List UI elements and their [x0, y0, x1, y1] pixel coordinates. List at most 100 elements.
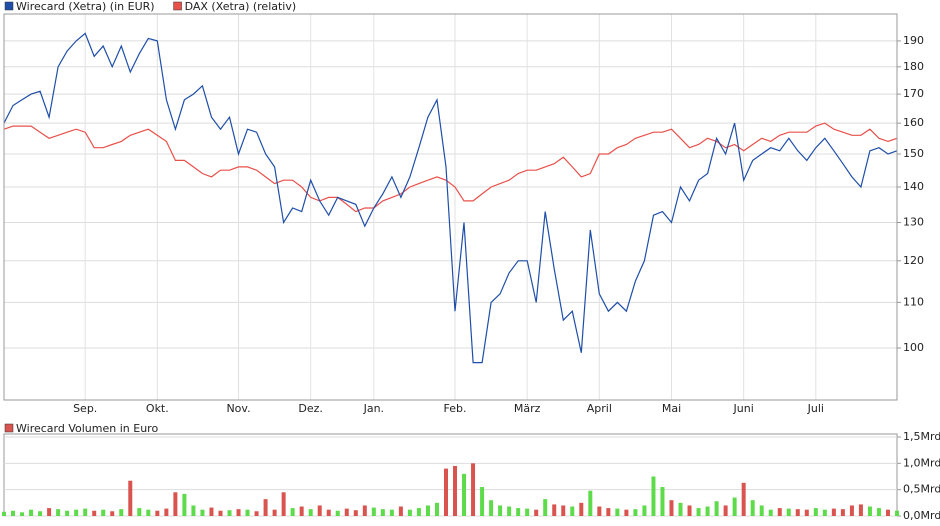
x-tick-label: Jan.: [363, 402, 384, 415]
volume-bar: [254, 511, 259, 516]
volume-bar: [200, 509, 205, 516]
volume-bar: [389, 509, 394, 516]
volume-bar: [272, 509, 277, 516]
volume-bar: [47, 508, 52, 516]
volume-bar: [534, 509, 539, 516]
volume-bar: [245, 509, 250, 516]
x-tick-label: Juni: [733, 402, 754, 415]
volume-bar: [660, 487, 665, 516]
volume-bar: [155, 510, 160, 516]
volume-bar: [552, 504, 557, 516]
y-tick-label: 120: [903, 254, 924, 267]
volume-bar: [750, 500, 755, 516]
volume-bar: [895, 510, 899, 516]
volume-bar: [687, 505, 692, 516]
x-tick-label: März: [514, 402, 541, 415]
volume-bar: [453, 465, 458, 516]
volume-bar: [74, 509, 79, 516]
y-tick-label: 170: [903, 87, 924, 100]
volume-bar: [56, 509, 61, 516]
volume-bar: [299, 506, 304, 516]
legend-label: Wirecard (Xetra) (in EUR): [16, 0, 155, 13]
y-tick-label: 110: [903, 295, 924, 308]
volume-bar: [507, 506, 512, 516]
volume-bar: [804, 509, 809, 516]
y-tick-label: 1,0Mrd: [903, 456, 940, 469]
legend-swatch: [4, 1, 14, 11]
y-tick-label: 150: [903, 147, 924, 160]
volume-bar: [723, 505, 728, 516]
volume-bar: [705, 506, 710, 516]
volume-bar: [11, 510, 16, 516]
x-tick-label: Feb.: [444, 402, 467, 415]
volume-bar: [516, 508, 521, 516]
y-tick-label: 180: [903, 60, 924, 73]
volume-bar: [416, 508, 421, 516]
volume-bar: [263, 499, 268, 516]
x-tick-label: Sep.: [73, 402, 97, 415]
y-tick-label: 100: [903, 341, 924, 354]
volume-bar: [759, 505, 764, 516]
volume-bar: [777, 508, 782, 516]
volume-bar: [480, 487, 485, 516]
volume-bar: [615, 508, 620, 516]
volume-bar: [462, 473, 467, 516]
volume-bar: [858, 504, 863, 516]
volume-bar: [317, 505, 322, 516]
y-tick-label: 0,5Mrd: [903, 483, 940, 496]
volume-bar: [182, 493, 187, 516]
volume-bar: [281, 492, 286, 516]
volume-bar: [606, 508, 611, 516]
volume-bar: [119, 509, 124, 516]
y-tick-label: 0,0Mrd: [903, 509, 940, 522]
volume-bar: [543, 499, 548, 516]
volume-bar: [849, 505, 854, 516]
volume-bar: [65, 510, 70, 516]
volume-bar: [236, 509, 241, 516]
volume-bar: [498, 505, 503, 516]
volume-bar: [137, 508, 142, 516]
volume-bar: [678, 502, 683, 516]
volume-bar: [173, 492, 178, 516]
panel-title: Wirecard Volumen in Euro: [16, 422, 158, 435]
volume-bar: [741, 482, 746, 516]
volume-bar: [191, 505, 196, 516]
plot-frame: [3, 13, 898, 401]
volume-bar: [434, 502, 439, 516]
volume-bar: [732, 497, 737, 516]
x-tick-label: Juli: [807, 402, 824, 415]
volume-bar: [83, 508, 88, 516]
volume-bar: [714, 501, 719, 516]
x-tick-label: April: [587, 402, 612, 415]
volume-bar: [885, 509, 890, 516]
volume-bar: [633, 509, 638, 516]
legend-swatch: [4, 423, 14, 433]
volume-bar: [831, 508, 836, 516]
legend-swatch: [173, 1, 182, 11]
volume-bar: [362, 505, 367, 516]
volume-bar: [2, 511, 6, 516]
volume-bar: [525, 508, 530, 516]
volume-bar: [489, 500, 494, 516]
volume-bar: [822, 509, 827, 516]
volume-bar: [110, 511, 115, 516]
volume-bar: [92, 510, 97, 516]
volume-bar: [398, 506, 403, 516]
volume-bar: [642, 505, 647, 516]
volume-bar: [38, 511, 43, 516]
volume-bar: [164, 508, 169, 516]
volume-bar: [308, 509, 313, 516]
x-tick-label: Dez.: [298, 402, 323, 415]
volume-bar: [579, 502, 584, 516]
volume-bar: [876, 508, 881, 516]
volume-bar: [840, 509, 845, 516]
x-tick-label: Mai: [662, 402, 681, 415]
volume-bar: [768, 509, 773, 516]
volume-bar: [669, 500, 674, 516]
y-tick-label: 130: [903, 215, 924, 228]
volume-bar: [344, 508, 349, 516]
volume-bar: [696, 508, 701, 516]
volume-bar: [20, 512, 25, 516]
volume-bar: [101, 509, 106, 516]
